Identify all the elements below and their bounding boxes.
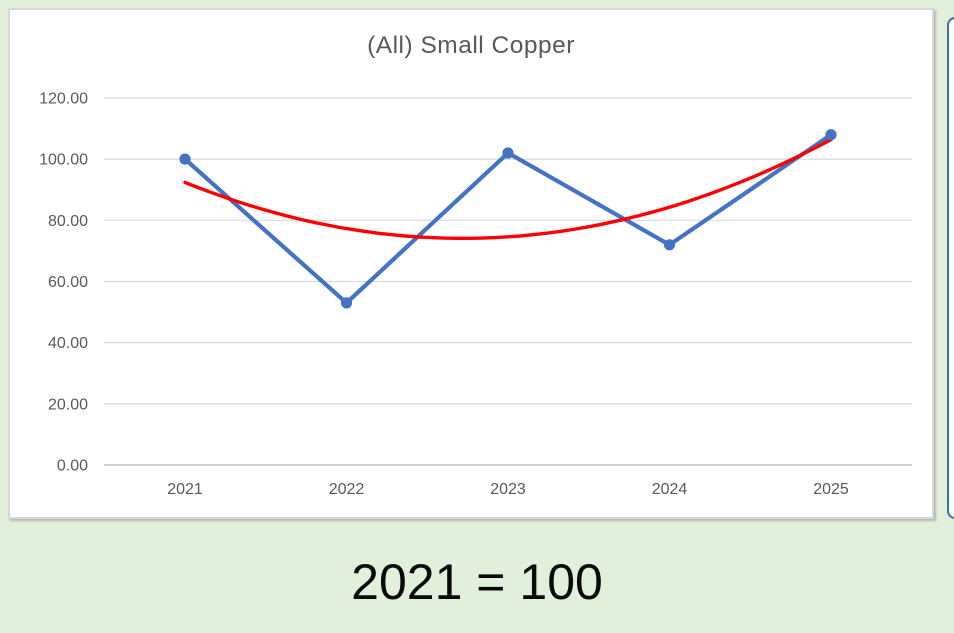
data-point-marker [340, 297, 353, 309]
x-tick-label: 2025 [813, 481, 849, 498]
y-tick-label: 20.00 [48, 396, 88, 413]
y-tick-label: 40.00 [48, 335, 88, 352]
chart-title: (All) Small Copper [367, 32, 575, 59]
series-line [182, 132, 834, 305]
data-point-marker [179, 153, 191, 165]
chart-object-small-copper[interactable]: (All) Small Copper 0.00 20.00 40.00 60.00 80… [8, 8, 934, 519]
y-tick-label: 60.00 [48, 274, 88, 291]
data-point-marker [825, 129, 837, 141]
y-tick-label: 80.00 [48, 213, 88, 230]
y-tick-label: 0.00 [57, 458, 88, 475]
x-tick-label: 2023 [490, 481, 526, 498]
x-tick-label: 2021 [167, 481, 203, 498]
data-point-marker [502, 147, 514, 159]
y-tick-label: 100.00 [39, 152, 88, 169]
data-point-marker [663, 239, 676, 251]
y-tick-label: 120.00 [39, 90, 88, 107]
plot-area: 0.00 20.00 40.00 60.00 80.00 100.00 120.00 2021… [39, 90, 912, 498]
trendline [183, 137, 833, 240]
x-tick-label: 2024 [652, 481, 688, 498]
index-base-note[interactable]: 2021 = 100 [351, 554, 603, 610]
adjacent-chart-partial[interactable] [947, 17, 954, 519]
x-tick-label: 2022 [329, 481, 365, 498]
